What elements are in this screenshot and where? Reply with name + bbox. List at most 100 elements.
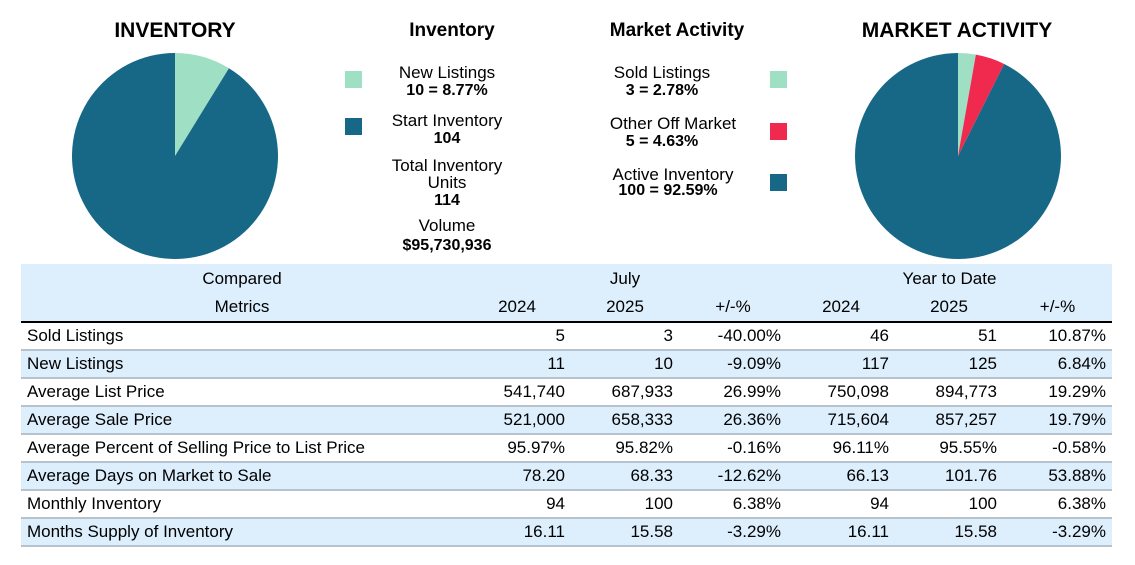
other-off-market-swatch (770, 123, 787, 140)
metric-value: 857,257 (895, 406, 1003, 435)
market-pie-slice-other-off-market (958, 54, 1005, 156)
table-row: Average Days on Market to Sale 78.20 68.33… (21, 462, 1112, 491)
total-inventory-label-line2: Units (427, 173, 467, 192)
market-legend-title: Market Activity (609, 20, 745, 41)
metric-value: 26.99% (679, 378, 787, 407)
sold-listings-value: 3 = 2.78% (625, 82, 699, 99)
sold-listings-swatch (770, 71, 787, 88)
new-listings-label: New Listings (398, 63, 496, 82)
active-inventory-label: Active Inventory (612, 165, 734, 184)
metric-value: 521,000 (463, 406, 571, 435)
metric-value: 19.29% (1003, 378, 1112, 407)
market-pie-slice-sold-listings (958, 53, 976, 156)
header-col: 2024 (463, 293, 571, 322)
market-activity-pie-chart (855, 53, 1061, 259)
metric-value: 6.84% (1003, 350, 1112, 379)
inventory-pie-slice-new-listings (175, 53, 229, 156)
volume-label: Volume (418, 216, 476, 235)
metric-value: 51 (895, 321, 1003, 351)
metric-value: 95.97% (463, 434, 571, 463)
header-col: 2024 (787, 293, 895, 322)
metric-name: Average Sale Price (21, 406, 463, 435)
metric-value: -3.29% (1003, 518, 1112, 547)
volume-value: $95,730,936 (402, 237, 492, 254)
metric-value: 53.88% (1003, 462, 1112, 491)
table-row: Monthly Inventory 94 100 6.38% 94 100 6.38% (21, 490, 1112, 519)
table-header-group-row: Compared July Year to Date (21, 264, 1112, 293)
active-inventory-swatch (770, 174, 787, 191)
table-row: Months Supply of Inventory 16.11 15.58 -3.2… (21, 518, 1112, 547)
metric-value: -9.09% (679, 350, 787, 379)
metric-value: 94 (463, 490, 571, 519)
header-metrics: Metrics (21, 293, 463, 322)
metric-value: 46 (787, 321, 895, 351)
metric-name: Average Percent of Selling Price to List… (21, 434, 463, 463)
metric-value: -40.00% (679, 321, 787, 351)
metric-name: Sold Listings (21, 321, 463, 351)
total-inventory-label-line1: Total Inventory (391, 156, 503, 175)
market-pie-slice-active-inventory (855, 53, 1061, 259)
metric-value: 15.58 (895, 518, 1003, 547)
metric-value: 6.38% (1003, 490, 1112, 519)
inventory-pie-chart (71, 53, 278, 259)
metric-value: -0.16% (679, 434, 787, 463)
metric-value: 125 (895, 350, 1003, 379)
header-group-ytd: Year to Date (787, 264, 1112, 293)
header-col: 2025 (571, 293, 679, 322)
metric-value: 10 (571, 350, 679, 379)
sold-listings-label: Sold Listings (613, 63, 711, 82)
new-listings-swatch (345, 71, 362, 88)
header-col: +/-% (679, 293, 787, 322)
inventory-pie-title: INVENTORY (114, 19, 236, 42)
metric-value: -3.29% (679, 518, 787, 547)
metric-value: 715,604 (787, 406, 895, 435)
metric-value: 68.33 (571, 462, 679, 491)
metric-value: 10.87% (1003, 321, 1112, 351)
metric-value: 26.36% (679, 406, 787, 435)
table-row: New Listings 11 10 -9.09% 117 125 6.84% (21, 350, 1112, 379)
market-activity-pie-title: MARKET ACTIVITY (861, 19, 1053, 42)
metric-value: 101.76 (895, 462, 1003, 491)
metric-value: 11 (463, 350, 571, 379)
metric-value: 19.79% (1003, 406, 1112, 435)
header-group-july: July (463, 264, 787, 293)
header-col: +/-% (1003, 293, 1112, 322)
other-off-market-value: 5 = 4.63% (625, 133, 699, 150)
metric-name: Months Supply of Inventory (21, 518, 463, 547)
metric-value: 94 (787, 490, 895, 519)
metric-value: 96.11% (787, 434, 895, 463)
table-row: Average Percent of Selling Price to List… (21, 434, 1112, 463)
table-row: Average Sale Price 521,000 658,333 26.36% 71… (21, 406, 1112, 435)
metric-value: 894,773 (895, 378, 1003, 407)
metric-value: 66.13 (787, 462, 895, 491)
other-off-market-label: Other Off Market (609, 114, 737, 133)
metric-value: 100 (895, 490, 1003, 519)
new-listings-value: 10 = 8.77% (406, 82, 488, 99)
start-inventory-swatch (345, 118, 362, 135)
metric-name: New Listings (21, 350, 463, 379)
metric-value: 16.11 (787, 518, 895, 547)
metric-name: Monthly Inventory (21, 490, 463, 519)
metric-value: 5 (463, 321, 571, 351)
metric-name: Average List Price (21, 378, 463, 407)
total-inventory-value: 114 (434, 192, 460, 209)
metric-value: 658,333 (571, 406, 679, 435)
metric-value: 95.82% (571, 434, 679, 463)
header-compared: Compared (21, 264, 463, 293)
start-inventory-value: 104 (433, 130, 461, 147)
inventory-legend-title: Inventory (409, 20, 495, 41)
table-header-column-row: Metrics 2024 2025 +/-% 2024 2025 +/-% (21, 293, 1112, 322)
metrics-table: Compared July Year to Date Metrics 2024 … (21, 264, 1112, 547)
metric-value: -0.58% (1003, 434, 1112, 463)
metric-value: 78.20 (463, 462, 571, 491)
metric-value: -12.62% (679, 462, 787, 491)
table-row: Average List Price 541,740 687,933 26.99% 75… (21, 378, 1112, 407)
table-row: Sold Listings 5 3 -40.00% 46 51 10.87% (21, 321, 1112, 351)
metric-value: 16.11 (463, 518, 571, 547)
start-inventory-label: Start Inventory (391, 111, 503, 130)
metric-value: 95.55% (895, 434, 1003, 463)
metric-value: 541,740 (463, 378, 571, 407)
metric-value: 750,098 (787, 378, 895, 407)
metric-value: 3 (571, 321, 679, 351)
metric-value: 6.38% (679, 490, 787, 519)
